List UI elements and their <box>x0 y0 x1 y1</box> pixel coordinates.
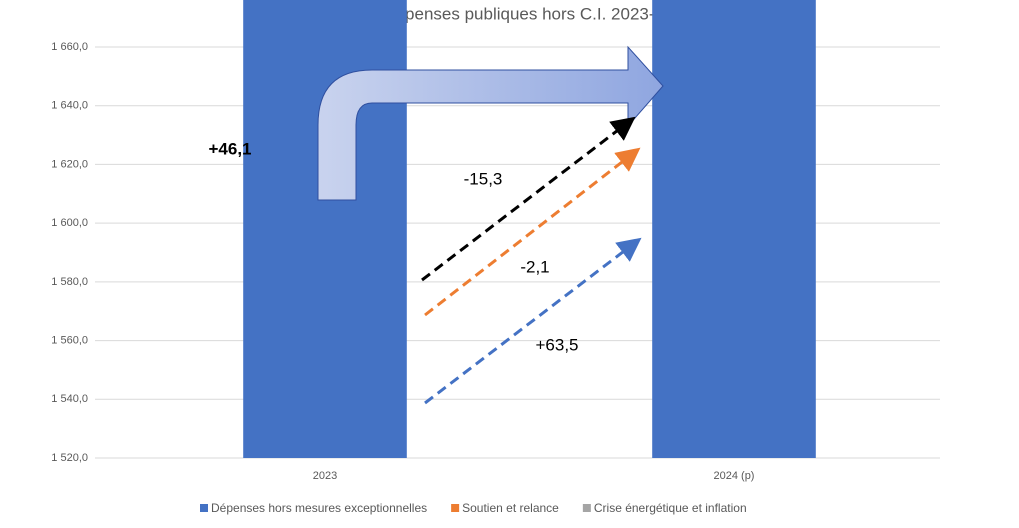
big-arrow <box>317 45 664 201</box>
legend-swatch <box>582 504 591 512</box>
y-tick-label: 1 560,0 <box>51 334 88 346</box>
bar-segment <box>243 0 407 458</box>
y-tick-label: 1 520,0 <box>51 452 88 464</box>
legend-swatch <box>451 504 460 512</box>
y-tick-label: 1 640,0 <box>51 100 88 112</box>
y-tick-label: 1 620,0 <box>51 158 88 170</box>
legend-label: Crise énergétique et inflation <box>594 501 747 515</box>
y-tick-label: 1 660,0 <box>51 41 88 53</box>
arrow-blue <box>424 237 642 405</box>
legend-swatch <box>200 504 208 512</box>
x-tick-label: 2024 (p) <box>714 470 755 482</box>
x-tick-label: 2023 <box>313 470 337 482</box>
legend-label: Dépenses hors mesures exceptionnelles <box>211 501 427 515</box>
y-tick-label: 1 600,0 <box>51 217 88 229</box>
legend-label: Soutien et relance <box>462 501 559 515</box>
bar-segment <box>652 0 816 458</box>
y-tick-label: 1 540,0 <box>51 393 88 405</box>
annotation: -15,3 <box>464 169 503 188</box>
annotation: +63,5 <box>535 335 578 354</box>
y-tick-label: 1 580,0 <box>51 276 88 288</box>
annotation: -2,1 <box>520 257 549 276</box>
annotation: +46,1 <box>208 139 251 158</box>
arrow-black <box>421 116 636 282</box>
arrow-orange <box>424 147 641 317</box>
